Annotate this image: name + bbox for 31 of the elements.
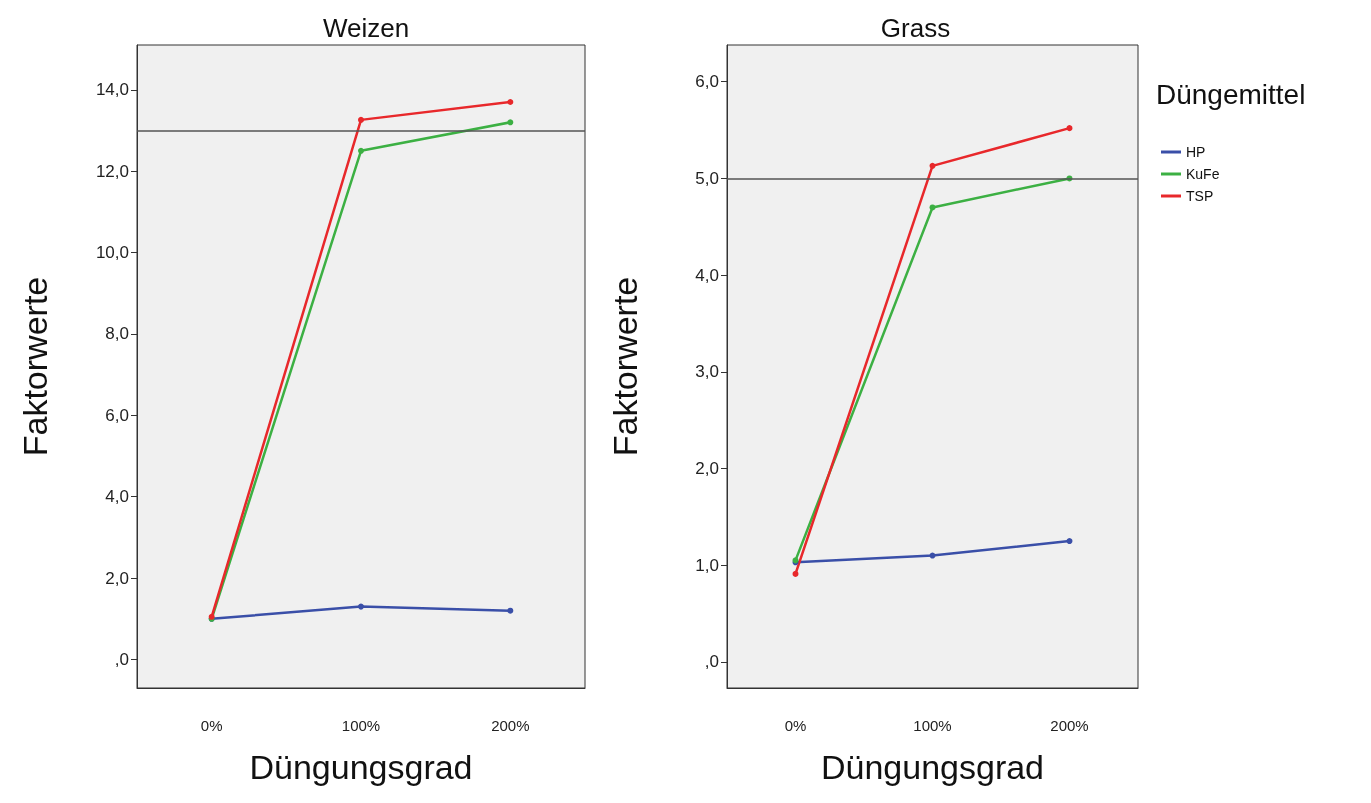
x-tick-label: 100%	[913, 717, 952, 734]
x-tick-label: 0%	[200, 717, 223, 734]
y-tick-label: 4,0	[695, 265, 719, 285]
chart-title: Grass	[880, 13, 951, 43]
y-tick-label: 8,0	[105, 324, 129, 344]
x-axis-title: Düngungsgrad	[249, 748, 473, 786]
x-tick-label: 100%	[341, 717, 381, 734]
y-tick-label: 4,0	[105, 487, 129, 507]
legend-label: KuFe	[1186, 166, 1220, 182]
x-tick-label: 0%	[784, 717, 807, 734]
x-tick-label: 200%	[1050, 717, 1089, 734]
legend-label: HP	[1186, 144, 1206, 160]
y-tick-label: ,0	[704, 652, 719, 672]
y-tick-label: 1,0	[695, 555, 719, 575]
y-tick-label: ,0	[114, 650, 129, 670]
y-tick-label: 12,0	[95, 161, 129, 181]
y-axis-title: Faktorwerte	[16, 276, 54, 457]
y-tick-label: 6,0	[695, 72, 719, 92]
y-tick-label: 5,0	[695, 168, 719, 188]
y-axis-title: Faktorwerte	[606, 276, 644, 457]
y-tick-label: 3,0	[695, 362, 719, 382]
y-tick-label: 14,0	[95, 80, 129, 100]
y-tick-label: 2,0	[695, 459, 719, 479]
legend-label: TSP	[1186, 188, 1214, 204]
legend-title: Düngemittel	[1156, 78, 1306, 110]
x-tick-label: 200%	[491, 717, 530, 734]
y-tick-label: 2,0	[105, 568, 129, 588]
y-tick-label: 6,0	[105, 405, 129, 425]
x-axis-title: Düngungsgrad	[820, 748, 1045, 786]
y-tick-label: 10,0	[95, 243, 129, 263]
chart-title: Weizen	[322, 13, 410, 43]
